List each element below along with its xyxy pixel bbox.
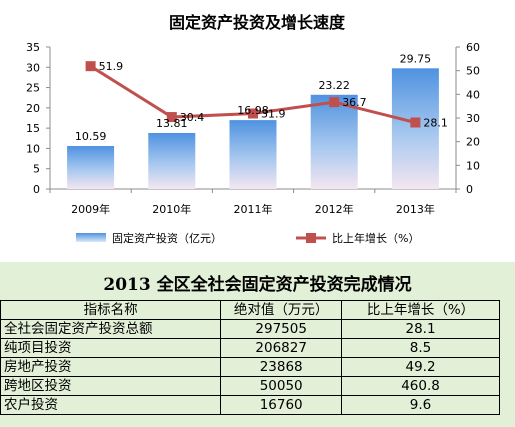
bar	[229, 120, 277, 189]
chart-legend: 固定资产投资（亿元） 比上年增长（%）	[76, 231, 419, 245]
legend-bar-label: 固定资产投资（亿元）	[112, 231, 222, 245]
bar-value-label: 29.75	[400, 52, 432, 65]
bar-value-label: 10.59	[75, 130, 107, 143]
row-abs: 206827	[220, 338, 343, 358]
bar	[67, 146, 115, 189]
bar-value-label: 13.81	[156, 117, 188, 130]
line-marker	[166, 112, 177, 123]
y-right-tick-label: 40	[466, 88, 480, 101]
table-row: 农户投资 16760 9.6	[0, 395, 500, 415]
line-marker	[85, 61, 96, 72]
row-yoy: 460.8	[341, 376, 500, 396]
row-name: 房地产投资	[0, 357, 222, 377]
row-name: 全社会固定资产投资总额	[0, 319, 222, 339]
row-abs: 23868	[220, 357, 343, 377]
x-tick-label: 2009年	[71, 202, 110, 216]
report-section: 2013 全区全社会固定资产投资完成情况 指标名称 绝对值（万元） 比上年增长（…	[0, 262, 515, 427]
y-left-tick-label: 15	[26, 122, 40, 135]
bar-value-label: 16.98	[237, 104, 269, 117]
header-abs: 绝对值（万元）	[220, 300, 343, 320]
x-tick-label: 2011年	[234, 202, 273, 216]
line-marker	[329, 97, 340, 108]
x-tick-label: 2010年	[152, 202, 191, 216]
bar	[148, 132, 196, 189]
row-abs: 16760	[220, 395, 343, 415]
y-left-tick-label: 35	[26, 41, 40, 54]
chart-area: 固定资产投资及增长速度 0 5 10 15 20 25 30 35 0 10 20 30 40 50 60 2…	[26, 13, 480, 245]
y-left-tick-label: 25	[26, 82, 40, 95]
legend-bar-swatch	[76, 233, 106, 242]
line-marker	[410, 117, 421, 128]
row-name: 农户投资	[0, 395, 222, 415]
x-tick-label: 2012年	[315, 202, 354, 216]
y-left-tick-label: 10	[26, 142, 40, 155]
line-marker	[248, 108, 258, 119]
y-left-tick-label: 0	[33, 183, 40, 196]
y-right-tick-label: 60	[466, 41, 480, 54]
line-value-label: 36.7	[342, 96, 367, 109]
x-tick-label: 2013年	[396, 202, 435, 216]
line-value-label: 51.9	[99, 60, 124, 73]
chart-title: 固定资产投资及增长速度	[169, 13, 346, 32]
header-yoy: 比上年增长（%）	[341, 300, 500, 320]
bar-value-label: 23.22	[318, 79, 350, 92]
table-row: 纯项目投资 206827 8.5	[0, 338, 500, 358]
row-abs: 297505	[220, 319, 343, 339]
chart-svg: 固定资产投资及增长速度 0 5 10 15 20 25 30 35 0 10 20 30 40 50 60 2…	[26, 13, 480, 245]
row-abs: 50050	[220, 376, 343, 396]
legend-line-marker	[306, 233, 316, 243]
table-row: 跨地区投资 50050 460.8	[0, 376, 500, 396]
row-yoy: 28.1	[341, 319, 500, 339]
y-left-tick-label: 5	[33, 163, 40, 176]
y-left-tick-label: 20	[26, 102, 40, 115]
y-right-tick-label: 20	[466, 136, 480, 149]
report-table: 指标名称 绝对值（万元） 比上年增长（%） 全社会固定资产投资总额 297505…	[0, 300, 500, 415]
y-right-tick-label: 0	[466, 183, 473, 196]
row-name: 跨地区投资	[0, 376, 222, 396]
table-row: 全社会固定资产投资总额 297505 28.1	[0, 319, 500, 339]
y-right-tick-label: 10	[466, 159, 480, 172]
line-value-label: 31.9	[261, 108, 286, 121]
row-yoy: 9.6	[341, 395, 500, 415]
table-title: 2013 全区全社会固定资产投资完成情况	[103, 275, 412, 295]
line-value-label: 28.1	[423, 116, 448, 129]
table-header-row: 指标名称 绝对值（万元） 比上年增长（%）	[0, 300, 500, 320]
bar	[310, 94, 358, 189]
line-value-label: 30.4	[180, 111, 205, 124]
row-yoy: 8.5	[341, 338, 500, 358]
y-right-tick-label: 50	[466, 65, 480, 78]
table-row: 房地产投资 23868 49.2	[0, 357, 500, 377]
line-series	[85, 61, 421, 128]
row-yoy: 49.2	[341, 357, 500, 377]
data-labels: 10.59 13.81 16.98 23.22 29.75 51.9 30.4 31.9 36.…	[75, 52, 448, 143]
y-right-tick-label: 30	[466, 112, 480, 125]
chart-axes: 0 5 10 15 20 25 30 35 0 10 20 30 40 50 60 2009年 2010年 201…	[26, 41, 480, 216]
row-name: 纯项目投资	[0, 338, 222, 358]
header-name: 指标名称	[0, 300, 222, 320]
y-left-tick-label: 30	[26, 61, 40, 74]
legend-line-label: 比上年增长（%）	[332, 231, 419, 245]
bar-series	[67, 68, 439, 189]
bar	[391, 68, 439, 189]
